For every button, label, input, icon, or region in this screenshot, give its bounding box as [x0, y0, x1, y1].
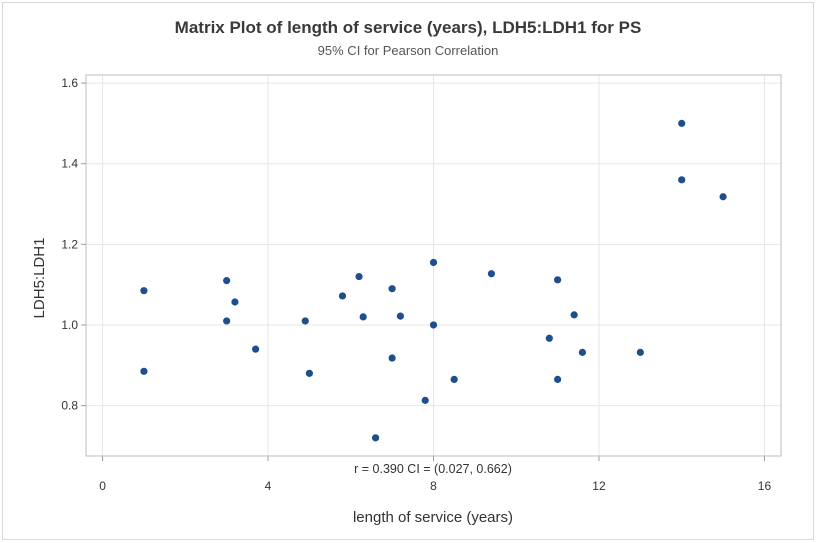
data-point: [231, 298, 238, 305]
data-point: [306, 370, 313, 377]
data-point: [678, 120, 685, 127]
data-point: [339, 292, 346, 299]
data-point: [430, 259, 437, 266]
y-tick-label: 1.6: [61, 76, 78, 90]
chart-subtitle: 95% CI for Pearson Correlation: [318, 43, 499, 58]
data-point: [140, 287, 147, 294]
data-point: [579, 349, 586, 356]
x-tick-label: 8: [430, 479, 437, 493]
data-point: [488, 270, 495, 277]
data-point: [140, 368, 147, 375]
x-tick-label: 4: [265, 479, 272, 493]
data-point: [554, 376, 561, 383]
data-point: [430, 321, 437, 328]
data-point: [678, 176, 685, 183]
data-point: [389, 354, 396, 361]
x-tick-label: 0: [99, 479, 106, 493]
data-point: [223, 277, 230, 284]
data-point: [637, 349, 644, 356]
x-tick-label: 12: [592, 479, 606, 493]
data-point: [571, 311, 578, 318]
data-point: [360, 313, 367, 320]
data-point: [372, 434, 379, 441]
data-point: [451, 376, 458, 383]
data-point: [389, 285, 396, 292]
x-tick-label: 16: [758, 479, 772, 493]
data-point: [223, 317, 230, 324]
data-point: [302, 317, 309, 324]
y-tick-label: 1.4: [61, 157, 78, 171]
y-axis-label: LDH5:LDH1: [31, 238, 48, 319]
data-point: [252, 346, 259, 353]
data-point: [355, 273, 362, 280]
data-point: [546, 335, 553, 342]
y-axis-ticks: 0.8 1.0 1.2 1.4 1.6: [61, 76, 86, 413]
x-axis-label: length of service (years): [353, 509, 513, 526]
chart-title: Matrix Plot of length of service (years)…: [175, 18, 642, 37]
data-point: [422, 397, 429, 404]
correlation-label: r = 0.390 CI = (0.027, 0.662): [354, 462, 512, 476]
data-point: [397, 312, 404, 319]
data-point: [554, 276, 561, 283]
y-tick-label: 0.8: [61, 399, 78, 413]
y-tick-label: 1.2: [61, 237, 78, 251]
y-tick-label: 1.0: [61, 318, 78, 332]
data-point: [719, 193, 726, 200]
